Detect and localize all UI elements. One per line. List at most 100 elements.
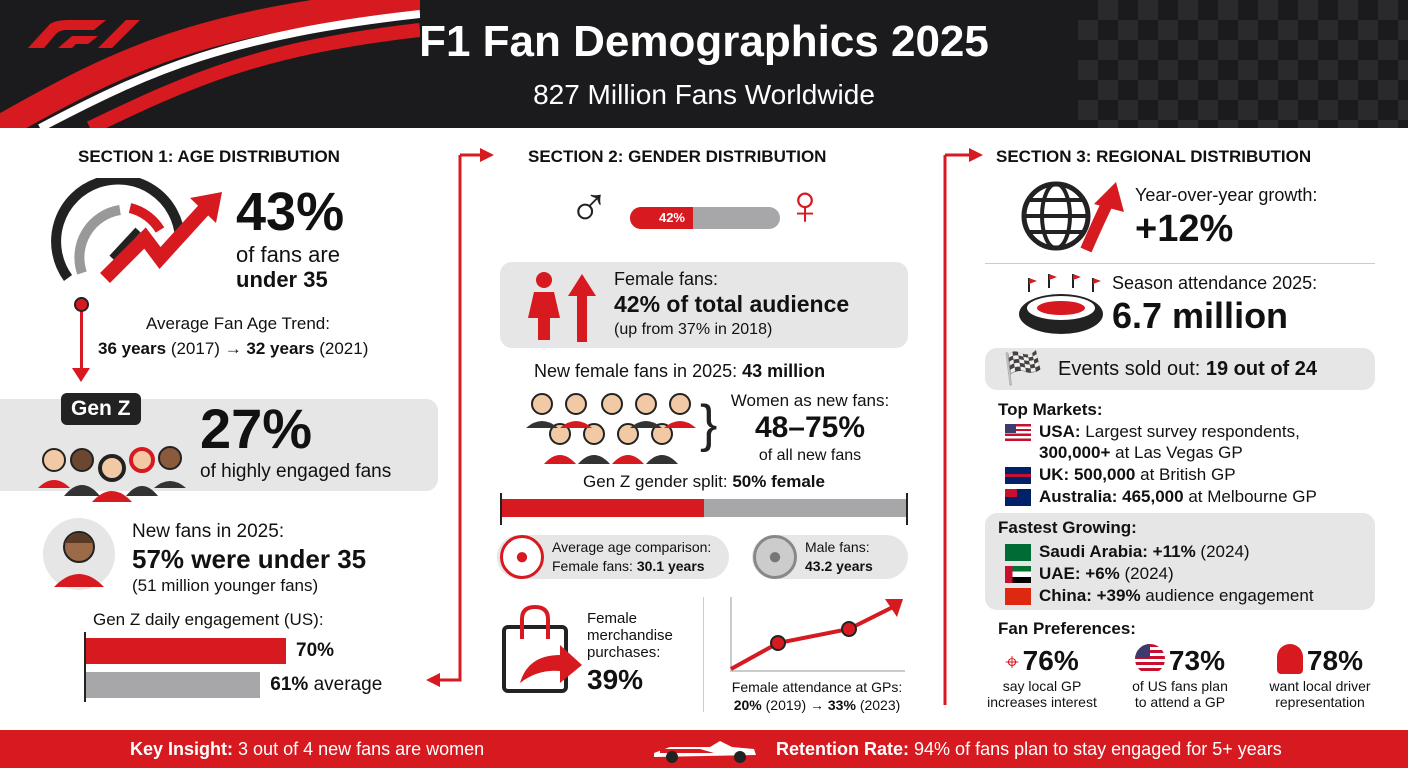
fastest-uae: UAE: +6% (2024) [1005,563,1174,584]
merch-label-2: merchandise [587,627,673,644]
soldout-value: 19 out of 24 [1205,358,1318,380]
checkered-flag-pattern [1078,0,1408,128]
female-age-value: 30.1 years [636,558,705,574]
pref-us-attend-value: 73% [1168,645,1225,676]
attendance-trend-chart [730,597,905,672]
connector-dot [74,297,89,312]
market-uk: UK: 500,000 at British GP [1005,464,1236,485]
soldout-panel [985,348,1375,390]
pref-local-driver-value: 78% [1306,645,1363,676]
genz-badge: Gen Z [61,393,141,425]
split-bar-left-tick [500,493,502,525]
attendance-point-2023 [841,621,857,637]
new-fans-note: (51 million younger fans) [132,576,319,595]
top-markets-title: Top Markets: [998,400,1103,419]
trend-label: Average Fan Age Trend: [146,314,330,333]
arrow-down-icon [72,368,90,382]
attendance-to-year: (2023) [859,697,901,713]
women-new-label: Women as new fans: [730,391,890,410]
female-avatar-icon: ● [500,535,544,579]
new-female-line: New female fans in 2025: 43 million [534,360,825,382]
stadium-icon [1019,274,1103,334]
page-title: F1 Fan Demographics 2025 [419,17,989,66]
divider [703,597,704,712]
new-female-value: 43 million [742,361,826,381]
shopping-bag-icon [502,605,582,693]
soldout-line: Events sold out: 19 out of 24 [1058,357,1317,381]
genz-split-fill [502,499,704,517]
female-label: Female fans: [614,269,719,289]
f1-logo [28,20,140,48]
market-australia-name: Australia: 465,000 [1039,487,1184,506]
globe-growth-icon [1021,181,1124,253]
fastest-panel [985,513,1375,610]
fastest-saudi: Saudi Arabia: +11% (2024) [1005,541,1250,562]
market-usa-text2: at Las Vegas GP [1115,443,1243,462]
pref-us-attend-line2: to attend a GP [1134,694,1226,710]
attendance-to: 33% [827,697,856,713]
trend-to-year: (2021) [319,339,369,358]
female-age-text: Average age comparison: Female fans: 30.1… [552,538,711,576]
key-insight-text: 3 out of 4 new fans are women [238,739,485,759]
uae-flag-icon [1005,566,1031,584]
female-share-bar: 42% [630,207,780,229]
market-usa-value: 300,000+ [1039,443,1111,462]
male-age-text: Male fans: 43.2 years [805,538,873,576]
under35-line1: of fans are [236,242,340,267]
engagement-bar-average [86,672,261,698]
trend-values: 36 years (2017) → 32 years (2021) [98,339,368,359]
merch-label-3: purchases: [587,644,661,661]
key-insight: Key Insight: 3 out of 4 new fans are wom… [130,738,484,760]
key-insight-label: Key Insight: [130,739,234,759]
trend-arrow: → [224,339,242,358]
merch-label-1: Female [587,610,638,627]
fastest-saudi-name: Saudi Arabia: +11% [1039,542,1196,561]
attendance-value: 6.7 million [1112,295,1289,336]
fastest-saudi-text: (2024) [1200,542,1250,561]
china-flag-icon [1005,588,1031,606]
attendance-from: 20% [733,697,762,713]
us-globe-icon [1135,644,1166,674]
attendance-point-2019 [770,635,786,651]
growth-label: Year-over-year growth: [1135,185,1318,205]
prefs-title: Fan Preferences: [998,619,1136,638]
new-fans-label: New fans in 2025: [132,521,285,542]
attendance-label: Female attendance at GPs: [731,679,903,695]
engagement-title: Gen Z daily engagement (US): [93,610,324,629]
growth-value: +12% [1135,208,1234,250]
fastest-uae-text: (2024) [1124,564,1174,583]
checkered-flag-icon: 🏁 [1003,350,1043,386]
crowd-icon [526,393,696,464]
genz-caption: of highly engaged fans [200,461,392,482]
flow-arrow-2-3 [943,148,983,705]
header-banner: F1 Fan Demographics 2025 827 Million Fan… [0,0,1408,128]
market-usa-name: USA: [1039,422,1081,441]
under35-pct: 43% [236,182,345,242]
engagement-bar-genz-label: 70% [296,640,335,661]
retention-rate: Retention Rate: 94% of fans plan to stay… [776,738,1282,760]
genz-people-icon [38,446,186,502]
section1-title: SECTION 1: AGE DISTRIBUTION [78,147,340,166]
page-subtitle: 827 Million Fans Worldwide [533,79,875,110]
attendance-arrow: → [810,697,824,713]
new-fans-value: 57% were under 35 [132,544,367,574]
attendance-text: Female attendance at GPs: 20% (2019) → 33… [712,678,922,714]
engagement-bar-average-label: 61% average [270,674,382,696]
pref-local-driver: 78% want local driver representation [1252,644,1388,710]
bar-axis [84,632,86,702]
track-swoosh-graphic [0,0,420,128]
f1-car-icon [654,741,756,763]
driver-icon [1277,644,1304,674]
retention-text: 94% of fans plan to stay engaged for 5+ … [914,739,1282,759]
male-avatar-icon: ● [753,535,797,579]
average-suffix: average [313,674,383,695]
male-age-value: 43.2 years [805,558,873,574]
market-usa: USA: Largest survey respondents, 300,000… [1005,421,1300,463]
average-pct: 61% [270,674,309,695]
fastest-uae-name: UAE: +6% [1039,564,1120,583]
under35-line2: under 35 [236,267,328,292]
soldout-label: Events sold out: [1058,358,1201,380]
fastest-china-name: China: +39% [1039,586,1141,605]
female-age-label: Female fans: [552,558,633,574]
australia-flag-icon [1005,489,1031,507]
